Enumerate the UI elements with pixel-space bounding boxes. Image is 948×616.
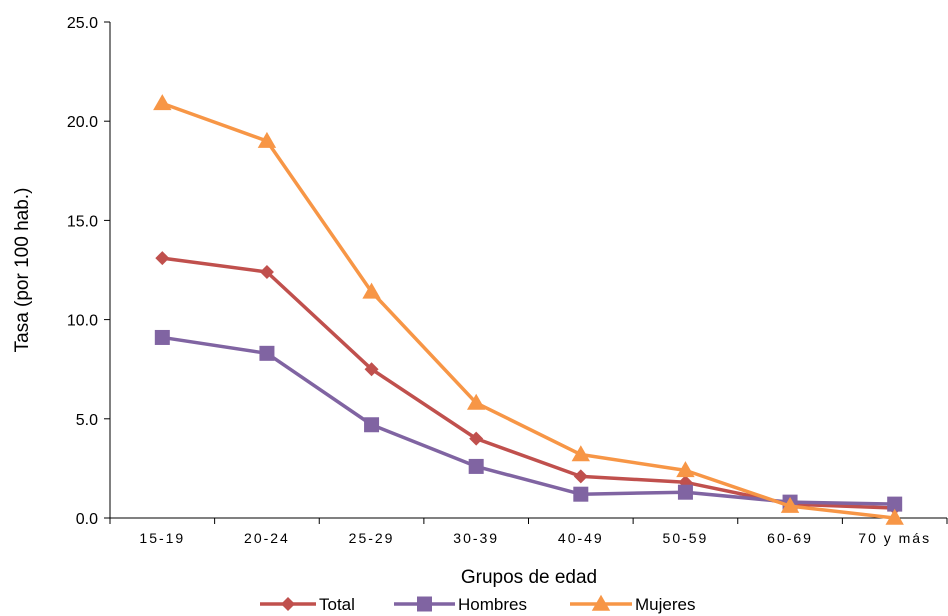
data-point-hombres [259,345,275,361]
data-point-hombres [364,417,380,433]
y-tick-label: 0.0 [76,511,98,528]
x-tick-label: 15-19 [139,530,185,546]
data-point-hombres [573,486,589,502]
data-point-mujeres [257,131,277,148]
data-point-total [469,431,484,446]
legend-item-mujeres: Mujeres [570,594,695,614]
x-tick-label: 70 y más [858,530,931,546]
series-total [155,251,902,516]
y-axis-title: Tasa (por 100 hab.) [12,188,33,353]
data-point-hombres [154,329,170,345]
legend-item-hombres: Hombres [394,595,527,614]
legend: Total Hombres Mujeres [260,594,695,614]
legend-label: Hombres [458,595,527,614]
series-line-hombres [162,335,895,506]
x-tick-label: 20-24 [244,530,290,546]
data-point-total [573,469,588,484]
y-tick-label: 20.0 [67,114,98,131]
legend-label: Mujeres [635,595,695,614]
data-point-mujeres [676,461,695,478]
data-point-hombres [677,484,693,500]
y-tick-label: 25.0 [67,15,98,32]
x-axis-title: Grupos de edad [461,567,597,588]
series-line-mujeres [161,101,895,520]
legend-marker [281,597,295,611]
series-hombres [154,329,903,512]
data-point-mujeres [466,393,486,410]
x-tick-label: 30-39 [453,530,499,546]
data-point-mujeres [153,94,172,111]
y-tick-label: 5.0 [76,412,98,429]
data-point-hombres [468,458,484,474]
x-tick-label: 50-59 [663,530,709,546]
data-point-total [364,362,379,377]
series-mujeres [153,94,904,525]
data-point-total [259,264,274,279]
axes: 0.0 5.0 10.0 15.0 20.0 25.0 15-19 20-24 25-29 30-… [67,15,948,546]
data-point-mujeres [571,445,591,462]
series-line-total [162,256,895,510]
data-point-total [155,251,170,266]
legend-marker [591,594,611,611]
series-layer [153,94,904,525]
x-tick-label: 60-69 [767,530,813,546]
x-tick-label: 40-49 [558,530,604,546]
legend-marker [417,596,432,612]
y-tick-label: 15.0 [67,213,98,230]
legend-item-total: Total [260,595,355,614]
x-tick-label: 25-29 [349,530,395,546]
legend-label: Total [319,595,355,614]
data-point-mujeres [780,496,800,513]
data-point-mujeres [885,508,904,525]
data-point-hombres [887,496,903,512]
y-tick-label: 10.0 [67,313,98,330]
data-point-mujeres [362,282,381,299]
